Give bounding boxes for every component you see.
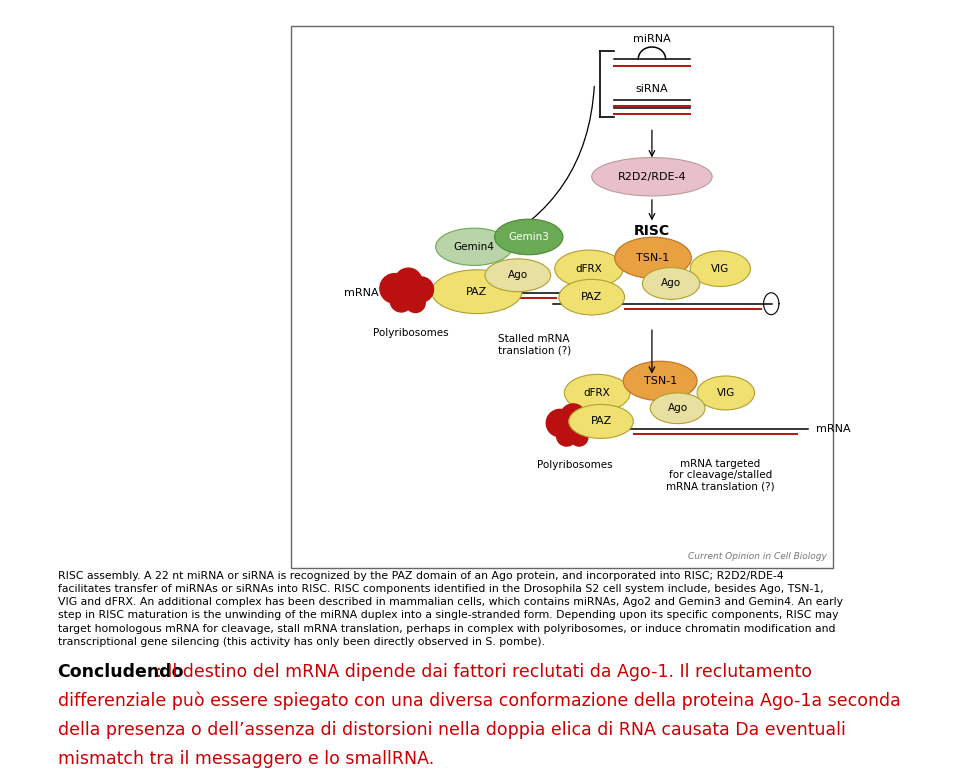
Text: differenziale può essere spiegato con una diversa conformazione della proteina A: differenziale può essere spiegato con un… xyxy=(58,692,900,711)
Ellipse shape xyxy=(623,361,697,400)
Ellipse shape xyxy=(650,393,705,424)
Text: mRNA targeted
for cleavage/stalled
mRNA translation (?): mRNA targeted for cleavage/stalled mRNA … xyxy=(666,458,775,492)
Text: RISC assembly. A 22 nt miRNA or siRNA is recognized by the PAZ domain of an Ago : RISC assembly. A 22 nt miRNA or siRNA is… xyxy=(58,571,843,647)
Ellipse shape xyxy=(485,259,551,292)
Circle shape xyxy=(405,292,425,313)
Text: TSN-1: TSN-1 xyxy=(636,253,670,263)
Ellipse shape xyxy=(591,157,712,196)
Text: Polyribosomes: Polyribosomes xyxy=(538,461,613,470)
Text: Ago: Ago xyxy=(661,278,682,289)
Text: PAZ: PAZ xyxy=(467,287,488,296)
Text: dFRX: dFRX xyxy=(584,388,611,398)
Ellipse shape xyxy=(555,250,623,287)
Text: Polyribosomes: Polyribosomes xyxy=(373,328,449,339)
Circle shape xyxy=(557,426,576,446)
Ellipse shape xyxy=(432,270,522,314)
Ellipse shape xyxy=(494,219,563,255)
Text: siRNA: siRNA xyxy=(636,84,668,94)
Ellipse shape xyxy=(614,237,691,278)
Text: VIG: VIG xyxy=(717,388,735,398)
Circle shape xyxy=(408,277,434,302)
Text: mismatch tra il messaggero e lo smallRNA.: mismatch tra il messaggero e lo smallRNA… xyxy=(58,750,434,768)
Text: miRNA: miRNA xyxy=(633,34,671,45)
Text: VIG: VIG xyxy=(711,264,730,274)
Text: TSN-1: TSN-1 xyxy=(643,376,677,386)
Text: mRNA: mRNA xyxy=(816,424,851,433)
FancyBboxPatch shape xyxy=(291,26,832,568)
Text: Gemin3: Gemin3 xyxy=(508,232,549,242)
Text: della presenza o dell’assenza di distorsioni nella doppia elica di RNA causata D: della presenza o dell’assenza di distors… xyxy=(58,721,846,739)
Text: Stalled mRNA
translation (?): Stalled mRNA translation (?) xyxy=(497,334,571,356)
Ellipse shape xyxy=(568,404,634,439)
Circle shape xyxy=(380,274,409,303)
Ellipse shape xyxy=(436,228,513,265)
Text: RISC: RISC xyxy=(634,224,670,239)
Text: mRNA: mRNA xyxy=(344,288,378,298)
Circle shape xyxy=(395,268,422,296)
Text: Concludendo: Concludendo xyxy=(58,663,184,681)
Circle shape xyxy=(546,410,574,436)
Circle shape xyxy=(570,429,588,446)
Text: R2D2/RDE-4: R2D2/RDE-4 xyxy=(617,172,686,181)
Ellipse shape xyxy=(690,251,751,286)
Text: dFRX: dFRX xyxy=(576,264,602,274)
Circle shape xyxy=(391,290,412,312)
Ellipse shape xyxy=(697,376,755,410)
Text: Current Opinion in Cell Biology: Current Opinion in Cell Biology xyxy=(688,552,828,561)
Text: : Il destino del mRNA dipende dai fattori reclutati da Ago-1. Il reclutamento: : Il destino del mRNA dipende dai fattor… xyxy=(156,663,812,681)
FancyArrowPatch shape xyxy=(486,87,594,249)
Text: PAZ: PAZ xyxy=(590,417,612,426)
Text: PAZ: PAZ xyxy=(581,292,602,302)
Text: Ago: Ago xyxy=(508,271,528,280)
Circle shape xyxy=(572,414,595,436)
Text: Gemin4: Gemin4 xyxy=(453,242,494,252)
Circle shape xyxy=(561,404,586,429)
Ellipse shape xyxy=(642,267,700,300)
Ellipse shape xyxy=(559,279,625,315)
Ellipse shape xyxy=(564,375,630,411)
Text: Ago: Ago xyxy=(667,404,687,413)
